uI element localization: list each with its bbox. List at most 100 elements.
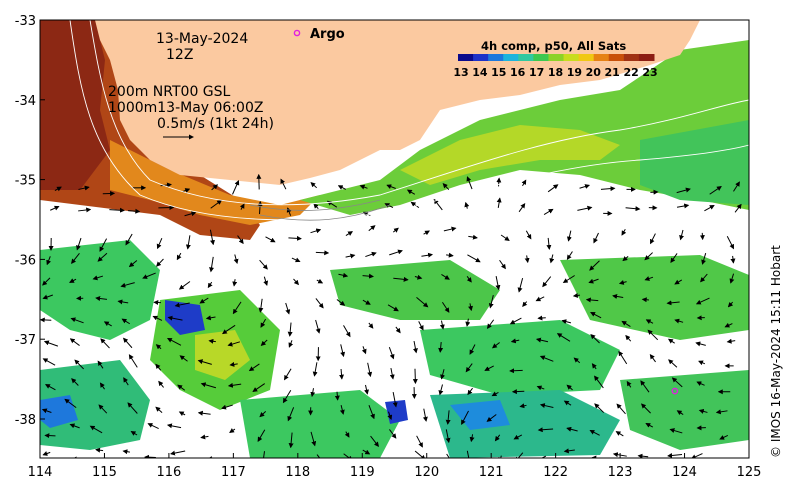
velocity-arrow (422, 408, 428, 422)
x-tick-label: 115 (92, 465, 117, 480)
velocity-arrow (625, 206, 641, 212)
velocity-arrow (97, 252, 108, 262)
velocity-arrow (389, 429, 397, 439)
contour-info-label: 200m NRT00 GSL (108, 84, 231, 100)
velocity-arrow (522, 301, 528, 307)
velocity-arrow (495, 276, 501, 291)
velocity-arrow (166, 423, 182, 429)
colorbar-label: 14 (472, 66, 488, 79)
velocity-arrow (537, 315, 546, 321)
x-tick-label: 125 (737, 465, 762, 480)
colorbar: 4h comp, p50, All Sats 13 14 15 16 17 18 19 20 2… (453, 39, 657, 79)
velocity-arrow (127, 402, 138, 414)
date-label: 13-May-2024 (156, 31, 248, 47)
velocity-arrow (466, 176, 473, 190)
velocity-arrow (258, 298, 264, 313)
velocity-arrow (724, 322, 733, 328)
velocity-arrow (155, 363, 162, 371)
contour-info2-label: 1000m13-May 06:00Z (108, 100, 263, 116)
velocity-arrow (64, 398, 77, 408)
velocity-arrow (644, 252, 653, 261)
velocity-arrow (286, 207, 292, 216)
velocity-arrow (156, 258, 164, 267)
contour-200m (89, 20, 749, 206)
velocity-arrow (370, 435, 379, 447)
velocity-arrow (466, 275, 472, 283)
colorbar-swatch (503, 54, 519, 61)
argo-legend-label: Argo (310, 27, 345, 42)
velocity-arrow (176, 252, 182, 261)
velocity-arrow (287, 407, 295, 422)
velocity-arrow (288, 340, 294, 348)
velocity-arrow (539, 403, 554, 409)
velocity-arrow (207, 281, 213, 289)
velocity-arrow (345, 253, 356, 259)
velocity-arrow (443, 226, 457, 232)
sst-cold-1 (165, 300, 205, 335)
velocity-arrow (315, 319, 321, 334)
velocity-arrow (537, 427, 554, 433)
velocity-arrow (128, 260, 138, 268)
velocity-arrow (726, 338, 736, 344)
velocity-arrow (500, 234, 510, 241)
velocity-arrow (89, 425, 103, 434)
velocity-arrow (622, 256, 629, 262)
velocity-arrow (650, 233, 656, 245)
velocity-arrow (491, 342, 500, 349)
velocity-arrow (626, 380, 632, 388)
velocity-arrow (593, 232, 599, 244)
velocity-arrow (339, 404, 345, 415)
velocity-arrow (368, 322, 374, 329)
velocity-arrow (438, 384, 444, 396)
bathymetry-contours (69, 20, 749, 221)
velocity-arrow (386, 184, 396, 189)
y-tick-label: -34 (15, 94, 36, 109)
velocity-arrow (123, 377, 129, 386)
velocity-arrow (99, 382, 105, 390)
velocity-arrow (95, 296, 108, 301)
velocity-arrow (209, 229, 215, 246)
velocity-arrow (439, 320, 445, 330)
velocity-arrow (695, 341, 706, 347)
sst-south-patch-4 (240, 390, 400, 458)
sst-south-patch-3 (40, 360, 150, 450)
velocity-arrow (387, 411, 393, 421)
velocity-arrow (336, 299, 346, 306)
velocity-arrow (100, 338, 110, 349)
velocity-arrow (438, 342, 444, 353)
velocity-arrow (123, 337, 133, 349)
velocity-arrow (524, 255, 530, 264)
velocity-arrow (316, 454, 321, 458)
velocity-arrow (252, 383, 266, 392)
velocity-arrow (367, 362, 373, 378)
velocity-arrow (221, 404, 233, 410)
colorbar-label: 16 (510, 66, 526, 79)
velocity-arrow (103, 321, 112, 327)
plot-area (40, 20, 749, 458)
velocity-arrow (362, 299, 371, 305)
velocity-arrow (518, 203, 526, 213)
velocity-arrow (158, 380, 164, 388)
velocity-arrow (42, 358, 56, 366)
velocity-arrow (561, 319, 572, 325)
velocity-arrow (147, 423, 159, 430)
velocity-arrow (209, 256, 215, 273)
velocity-arrow (362, 273, 374, 279)
velocity-arrow (393, 276, 409, 282)
velocity-arrow (423, 230, 430, 236)
colorbar-label: 13 (453, 66, 468, 79)
y-tick-label: -33 (15, 14, 36, 29)
velocity-arrow (445, 410, 451, 425)
x-tick-label: 123 (608, 465, 633, 480)
velocity-arrow (221, 324, 236, 335)
velocity-arrow (233, 254, 239, 265)
velocity-arrow (625, 334, 632, 342)
time-label: 12Z (166, 47, 193, 63)
velocity-arrow (288, 235, 302, 241)
velocity-arrow (389, 249, 403, 256)
velocity-arrow (315, 250, 330, 256)
velocity-arrow (310, 431, 317, 447)
velocity-arrow (361, 346, 367, 355)
velocity-arrow (388, 346, 395, 360)
